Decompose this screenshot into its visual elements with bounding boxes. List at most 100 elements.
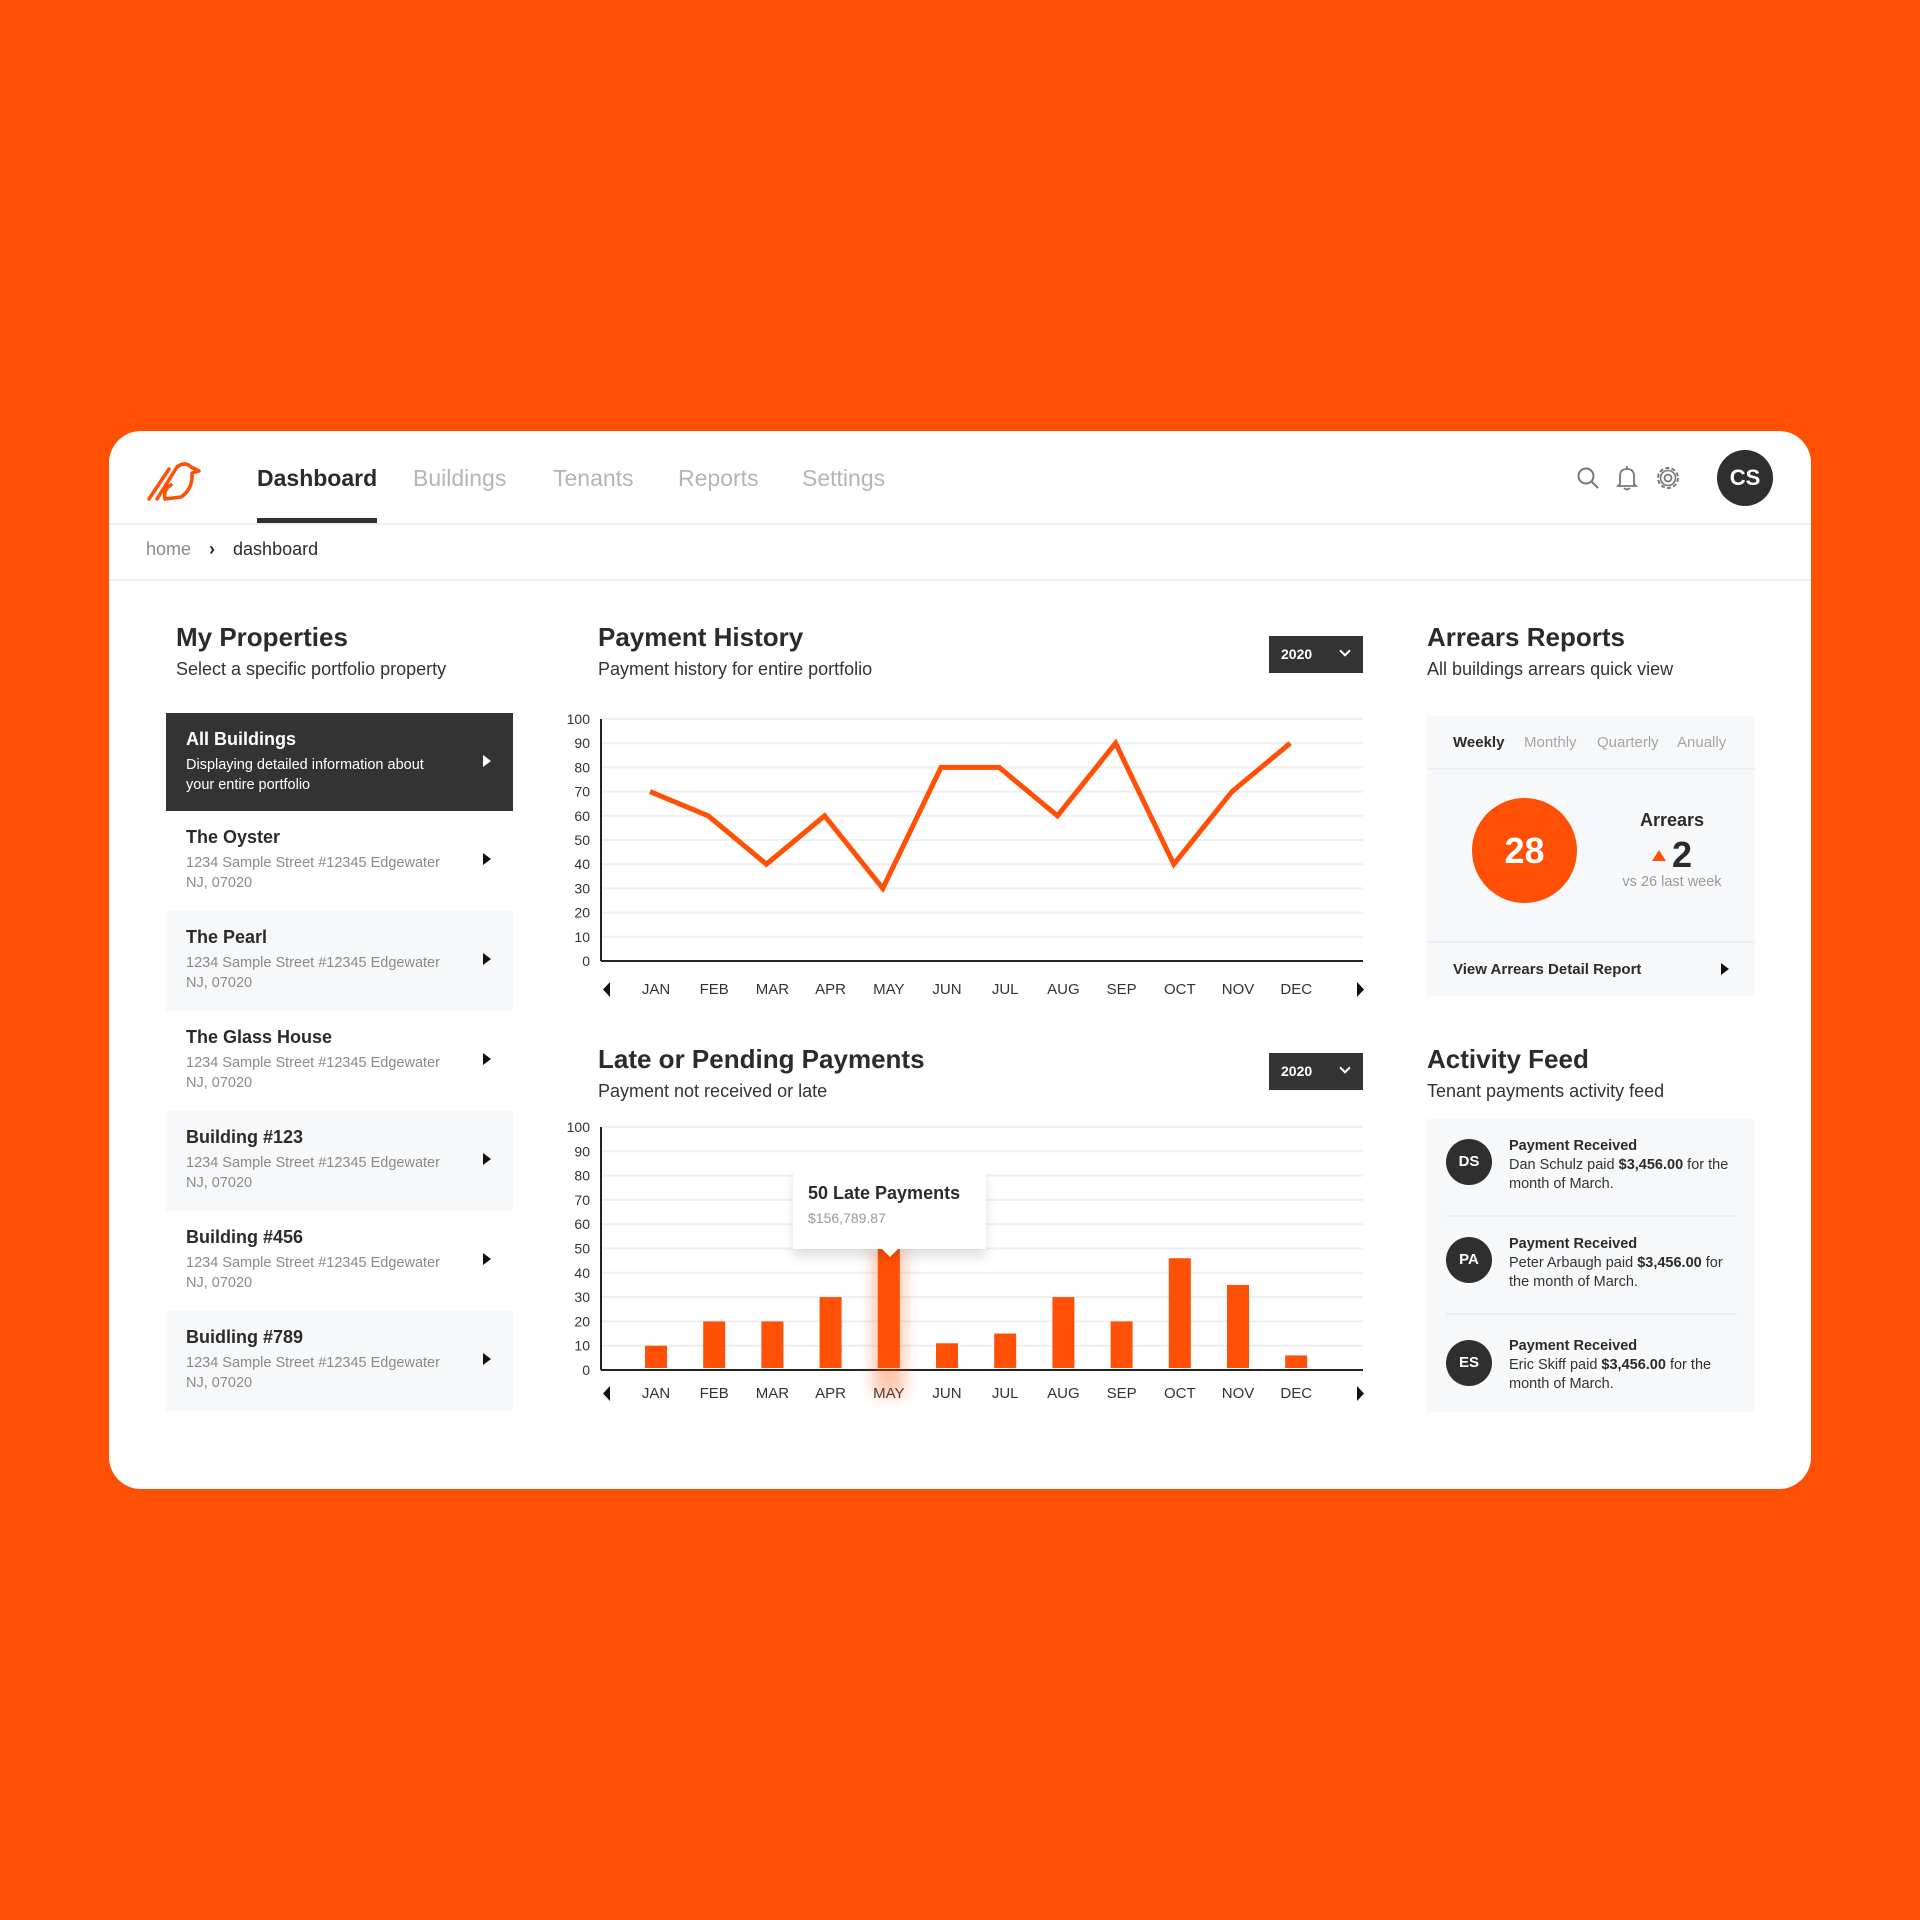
- bar-apr[interactable]: [819, 1297, 842, 1368]
- y-tick-label: 80: [574, 759, 590, 775]
- y-tick-label: 70: [574, 1192, 590, 1208]
- activity-item[interactable]: DS Payment Received Dan Schulz paid $3,45…: [1427, 1119, 1755, 1217]
- y-tick-label: 80: [574, 1168, 590, 1184]
- activity-header: Activity Feed Tenant payments activity f…: [1427, 1044, 1664, 1102]
- property-address: 1234 Sample Street #12345 Edgewater NJ, …: [186, 1255, 440, 1291]
- bar-may[interactable]: [877, 1248, 900, 1369]
- property-item[interactable]: The Glass House 1234 Sample Street #12345…: [166, 1011, 513, 1111]
- property-name: The Oyster: [186, 827, 281, 847]
- property-item[interactable]: Building #456 1234 Sample Street #12345 E…: [166, 1211, 513, 1311]
- property-address: 1234 Sample Street #12345 Edgewater NJ, …: [186, 1155, 440, 1191]
- caret-right-icon[interactable]: [1357, 1386, 1364, 1401]
- bird-logo-icon[interactable]: [147, 459, 205, 501]
- caret-left-icon[interactable]: [603, 982, 610, 997]
- bar-jan[interactable]: [645, 1345, 667, 1368]
- x-tick-label: OCT: [1164, 1385, 1196, 1402]
- y-tick-label: 60: [574, 808, 590, 824]
- activity-item[interactable]: PA Payment Received Peter Arbaugh paid $3…: [1427, 1217, 1755, 1315]
- property-name: The Pearl: [186, 927, 268, 947]
- activity-amount: $3,456.00: [1618, 1157, 1684, 1173]
- x-tick-label: DEC: [1280, 981, 1312, 998]
- late-payments-year-select[interactable]: 2020: [1269, 1053, 1363, 1090]
- bar-jul[interactable]: [994, 1333, 1017, 1368]
- activity-title: Payment Received: [1509, 1338, 1638, 1354]
- property-item[interactable]: The Pearl 1234 Sample Street #12345 Edgew…: [166, 911, 513, 1011]
- header-divider: [109, 523, 1811, 525]
- x-tick-label: MAR: [756, 1385, 790, 1402]
- late-payments-title: Late or Pending Payments: [598, 1044, 925, 1074]
- breadcrumb-home[interactable]: home: [146, 539, 192, 559]
- tab-reports[interactable]: Reports: [678, 465, 759, 491]
- gear-icon[interactable]: [1654, 464, 1682, 492]
- arrears-tab-quarterly[interactable]: Quarterly: [1597, 734, 1659, 751]
- x-tick-label: FEB: [700, 1385, 729, 1402]
- y-tick-label: 40: [574, 856, 590, 872]
- y-tick-label: 10: [574, 929, 590, 945]
- search-icon[interactable]: [1576, 466, 1600, 490]
- bar-dec[interactable]: [1285, 1355, 1308, 1368]
- view-arrears-report-label: View Arrears Detail Report: [1453, 961, 1642, 978]
- property-address: 1234 Sample Street #12345 Edgewater NJ, …: [186, 855, 440, 891]
- view-arrears-report-link[interactable]: View Arrears Detail Report: [1427, 943, 1755, 996]
- y-tick-label: 60: [574, 1216, 590, 1232]
- x-tick-label: JUL: [992, 1385, 1019, 1402]
- payment-history-line: [649, 738, 1292, 894]
- property-item[interactable]: The Oyster 1234 Sample Street #12345 Edge…: [166, 811, 513, 911]
- bar-jun[interactable]: [936, 1343, 958, 1368]
- tab-settings[interactable]: Settings: [802, 465, 886, 491]
- x-tick-label: NOV: [1222, 1385, 1255, 1402]
- late-payments-header: Late or Pending Payments Payment not rec…: [598, 1044, 925, 1102]
- activity-item[interactable]: ES Payment Received Eric Skiff paid $3,45…: [1427, 1315, 1755, 1413]
- tab-buildings[interactable]: Buildings: [413, 465, 507, 491]
- caret-left-icon[interactable]: [603, 1386, 610, 1401]
- bar-sep[interactable]: [1110, 1321, 1133, 1368]
- tab-dashboard[interactable]: Dashboard: [257, 463, 378, 524]
- bar-feb[interactable]: [703, 1321, 726, 1368]
- bar-mar[interactable]: [761, 1321, 784, 1368]
- y-tick-label: 30: [574, 880, 590, 896]
- x-tick-label: SEP: [1107, 981, 1137, 998]
- property-all-buildings[interactable]: All Buildings Displaying detailed informa…: [166, 713, 513, 811]
- divider: [1446, 1313, 1737, 1315]
- caret-right-icon: [483, 755, 491, 767]
- tenant-avatar: ES: [1446, 1340, 1492, 1386]
- property-item[interactable]: Building #123 1234 Sample Street #12345 E…: [166, 1111, 513, 1211]
- y-tick-label: 90: [574, 735, 590, 751]
- y-tick-label: 70: [574, 784, 590, 800]
- payment-history-year-select[interactable]: 2020: [1269, 636, 1363, 673]
- caret-right-icon: [483, 1353, 491, 1365]
- x-tick-label: AUG: [1047, 1385, 1080, 1402]
- properties-subtitle: Select a specific portfolio property: [176, 659, 447, 679]
- activity-text: Payment Received Dan Schulz paid $3,456.0…: [1509, 1137, 1734, 1194]
- chart-tooltip: 50 Late Payments $156,789.87: [793, 1169, 986, 1257]
- arrears-tab-weekly[interactable]: Weekly: [1453, 734, 1505, 751]
- chevron-down-icon: [1339, 645, 1351, 657]
- bar-aug[interactable]: [1052, 1297, 1075, 1368]
- year-value: 2020: [1281, 1063, 1313, 1079]
- activity-subtitle: Tenant payments activity feed: [1427, 1081, 1665, 1101]
- caret-right-icon: [483, 853, 491, 865]
- activity-title: Payment Received: [1509, 1138, 1638, 1154]
- bar-nov[interactable]: [1227, 1284, 1249, 1368]
- arrears-tab-annually[interactable]: Anually: [1677, 734, 1727, 751]
- property-address: Displaying detailed information about yo…: [186, 757, 424, 793]
- breadcrumb-divider: [109, 579, 1811, 581]
- tab-tenants[interactable]: Tenants: [553, 465, 634, 491]
- arrears-delta: 2: [1607, 834, 1737, 876]
- bell-icon[interactable]: [1616, 465, 1638, 491]
- property-name: Buidling #789: [186, 1327, 304, 1347]
- activity-suffix: for the month of March.: [1509, 1157, 1729, 1192]
- activity-title: Activity Feed: [1427, 1044, 1589, 1074]
- bar-oct[interactable]: [1168, 1258, 1191, 1368]
- x-tick-label: JAN: [642, 1385, 670, 1402]
- property-item[interactable]: Buidling #789 1234 Sample Street #12345 E…: [166, 1311, 513, 1411]
- arrears-tab-monthly[interactable]: Monthly: [1524, 734, 1577, 751]
- caret-right-icon[interactable]: [1357, 982, 1364, 997]
- user-avatar[interactable]: CS: [1717, 450, 1773, 506]
- property-address: 1234 Sample Street #12345 Edgewater NJ, …: [186, 1355, 440, 1391]
- y-tick-label: 40: [574, 1265, 590, 1281]
- x-tick-label: MAR: [756, 981, 790, 998]
- activity-tenant: Peter Arbaugh paid: [1509, 1255, 1634, 1271]
- arrears-title: Arrears Reports: [1427, 622, 1625, 652]
